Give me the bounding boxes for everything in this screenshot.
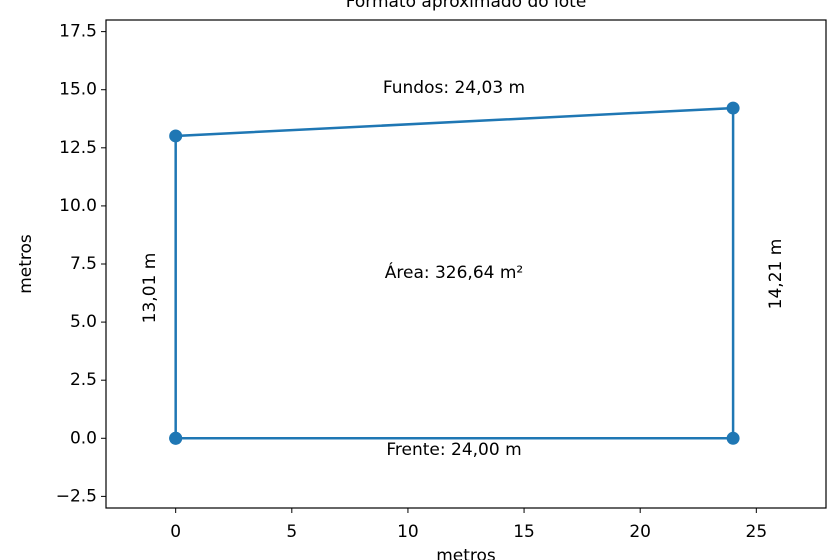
point [169, 129, 183, 143]
y-tick-label: 10.0 [59, 196, 97, 216]
x-tick-label: 15 [513, 522, 535, 542]
y-tick-label: 2.5 [70, 370, 97, 390]
x-tick-label: 25 [746, 522, 768, 542]
annotation: Fundos: 24,03 m [383, 78, 525, 98]
point [726, 101, 740, 115]
plot-frame [105, 19, 827, 509]
y-tick-label: 17.5 [59, 22, 97, 42]
annotation: 13,01 m [140, 253, 160, 324]
x-tick-label: 10 [397, 522, 419, 542]
annotation: Área: 326,64 m² [385, 261, 524, 283]
point [726, 431, 740, 445]
x-tick-label: 20 [629, 522, 651, 542]
y-tick-label: 0.0 [70, 428, 97, 448]
y-tick-label: −2.5 [56, 486, 97, 506]
x-tick-label: 5 [286, 522, 297, 542]
chart-title: Formato aproximado do lote [346, 0, 587, 12]
x-axis-label: metros [436, 546, 496, 560]
annotation: Frente: 24,00 m [386, 440, 521, 460]
y-tick-label: 15.0 [59, 80, 97, 100]
y-tick-label: 5.0 [70, 312, 97, 332]
annotation: 14,21 m [766, 239, 786, 310]
y-tick-label: 7.5 [70, 254, 97, 274]
point [169, 431, 183, 445]
y-axis-label: metros [16, 234, 36, 294]
x-tick-label: 0 [170, 522, 181, 542]
y-tick-label: 12.5 [59, 138, 97, 158]
